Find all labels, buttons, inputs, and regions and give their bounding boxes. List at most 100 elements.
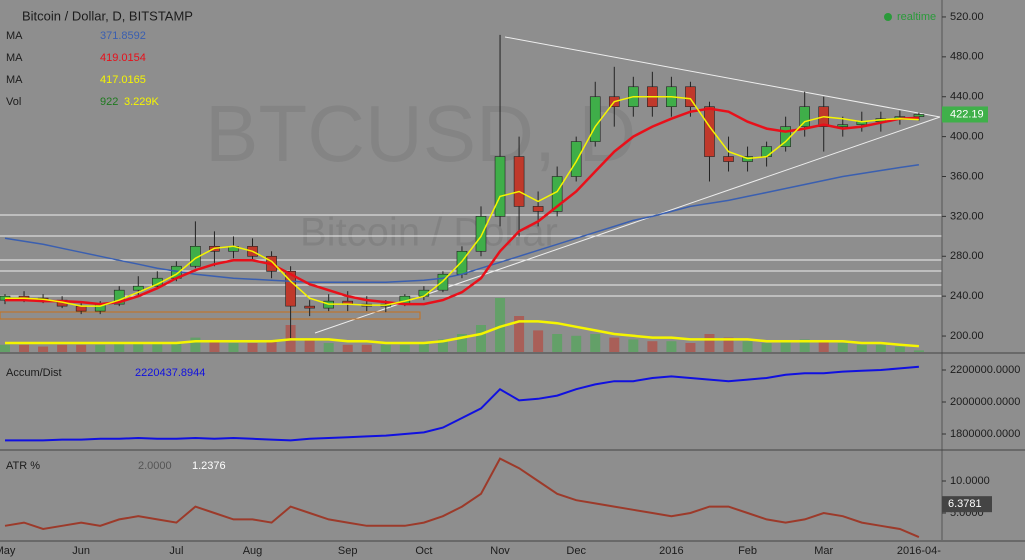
volume-bar xyxy=(342,344,353,352)
line-series xyxy=(5,95,919,307)
line-series xyxy=(4,457,920,539)
volume-bar xyxy=(418,343,429,352)
value-tag xyxy=(942,496,992,513)
volume-bar xyxy=(571,335,582,352)
y-tick-label: 320.00 xyxy=(950,210,984,222)
line-series xyxy=(5,107,919,306)
pane-title[interactable]: ATR % xyxy=(6,460,40,472)
volume-bar xyxy=(723,337,734,352)
legend-value: 417.0165 xyxy=(100,74,146,86)
volume-bar xyxy=(304,339,315,352)
candle-body xyxy=(285,270,296,307)
price-tag-label: 422.19 xyxy=(950,108,984,120)
volume-bar xyxy=(742,341,753,352)
volume-bar xyxy=(476,325,486,352)
volume-bar xyxy=(247,343,258,352)
volume-bar xyxy=(533,330,544,352)
volume-bar xyxy=(875,344,886,352)
realtime-dot xyxy=(884,13,892,21)
volume-bar xyxy=(666,341,677,352)
candle-body xyxy=(132,285,144,291)
volume-bar xyxy=(0,344,10,352)
x-tick-label: Dec xyxy=(566,545,586,557)
legend-name: Vol xyxy=(6,96,21,108)
legend-value: 371.8592 xyxy=(100,30,146,42)
volume-bar xyxy=(361,344,372,352)
legend-value: 3.229K xyxy=(124,96,160,108)
volume-bar xyxy=(609,337,620,352)
volume-bar xyxy=(323,343,334,352)
y-tick-label: 2200000.0000 xyxy=(950,364,1020,376)
volume-bar xyxy=(95,344,106,352)
x-tick-label: Jul xyxy=(169,545,183,557)
volume-bar xyxy=(266,341,277,352)
volume-bar xyxy=(856,344,867,352)
volume-bar xyxy=(19,344,30,352)
volume-bar xyxy=(171,343,182,352)
volume-bar xyxy=(894,346,905,352)
x-tick-label: 2016-04- xyxy=(897,545,941,557)
volume-bar xyxy=(437,339,448,352)
candle-body xyxy=(761,146,772,157)
x-tick-label: Sep xyxy=(338,545,358,557)
volume-bar xyxy=(552,334,563,352)
candle-body xyxy=(913,114,925,117)
candle-body xyxy=(113,289,125,305)
pane-param: 2.0000 xyxy=(138,460,172,472)
pane-title[interactable]: Accum/Dist xyxy=(6,367,62,379)
volume-bar xyxy=(818,341,829,352)
y-tick-label: 440.00 xyxy=(950,91,984,103)
candle-body xyxy=(513,156,525,207)
volume-bar xyxy=(837,343,848,352)
candle-body xyxy=(75,305,87,312)
volume-bar xyxy=(780,341,791,352)
volume-bar xyxy=(913,350,924,352)
volume-bar xyxy=(514,316,525,352)
line-series xyxy=(5,365,919,442)
y-tick-label: 400.00 xyxy=(950,131,984,143)
symbol-title[interactable]: Bitcoin / Dollar, D, BITSTAMP xyxy=(22,8,193,23)
volume-bar xyxy=(152,343,163,352)
legend-value: 419.0154 xyxy=(100,52,146,64)
candle-body xyxy=(799,106,810,127)
x-tick-label: May xyxy=(0,545,16,557)
y-tick-label: 240.00 xyxy=(950,290,984,302)
y-tick-label: 1800000.0000 xyxy=(950,428,1020,440)
volume-bar xyxy=(57,344,68,352)
volume-bar xyxy=(761,343,772,352)
candle-body xyxy=(704,106,715,157)
candle-body xyxy=(532,206,544,212)
candle-body xyxy=(685,86,696,107)
pane-value: 1.2376 xyxy=(192,460,226,472)
candle-body xyxy=(837,124,849,127)
y-tick-label: 10.0000 xyxy=(950,475,990,487)
volume-bar xyxy=(495,298,506,352)
value-tag-label: 6.3781 xyxy=(948,498,982,510)
x-tick-label: Feb xyxy=(738,545,757,557)
volume-bar xyxy=(799,339,810,352)
x-tick-label: 2016 xyxy=(659,545,683,557)
x-tick-label: Nov xyxy=(490,545,510,557)
volume-bar xyxy=(590,334,601,352)
volume-bar xyxy=(38,346,49,352)
y-tick-label: 280.00 xyxy=(950,250,984,262)
y-tick-label: 520.00 xyxy=(950,11,984,23)
line-series xyxy=(4,163,920,283)
volume-ma xyxy=(5,320,920,348)
x-tick-label: Oct xyxy=(415,545,432,557)
y-tick-label: 480.00 xyxy=(950,51,984,63)
volume-bar xyxy=(76,344,87,352)
x-tick-label: Jun xyxy=(72,545,90,557)
volume-bar xyxy=(456,334,467,352)
candle-body xyxy=(456,250,468,275)
candle-body xyxy=(437,273,449,291)
x-tick-label: Aug xyxy=(243,545,263,557)
candle-body xyxy=(475,216,487,252)
volume-bar xyxy=(399,344,410,352)
candle-body xyxy=(304,305,315,309)
candle-body xyxy=(723,156,734,162)
x-tick-label: Mar xyxy=(814,545,833,557)
y-tick-label: 360.00 xyxy=(950,170,984,182)
volume-bar xyxy=(114,343,125,352)
